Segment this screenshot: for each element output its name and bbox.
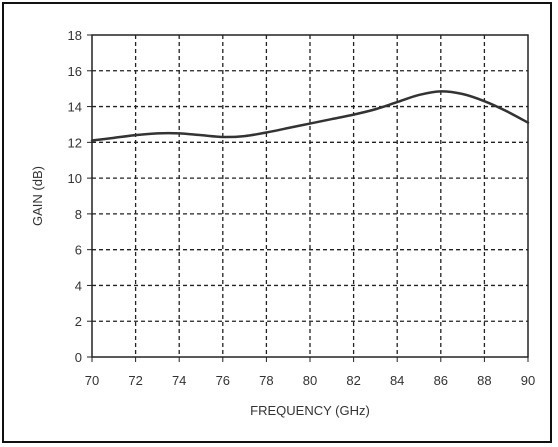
x-axis-label: FREQUENCY (GHz)	[250, 403, 370, 418]
x-tick-label: 84	[390, 373, 404, 388]
y-tick-label: 2	[75, 314, 82, 329]
x-tick-label: 82	[346, 373, 360, 388]
y-tick-label: 10	[68, 171, 82, 186]
tick-labels: 70 72 74 76 78 80 82 84 86 88 90 0 2 4 6 8 10 12 14 16 18	[68, 28, 536, 388]
y-tick-label: 0	[75, 350, 82, 365]
y-axis-label: GAIN (dB)	[30, 166, 45, 226]
y-tick-label: 6	[75, 243, 82, 258]
gain-series-line	[90, 90, 530, 142]
x-tick-label: 90	[521, 373, 535, 388]
y-tick-label: 12	[68, 135, 82, 150]
series-layer	[90, 90, 530, 142]
x-tick-label: 74	[172, 373, 186, 388]
x-tick-label: 86	[434, 373, 448, 388]
grid-lines	[92, 35, 528, 357]
x-tick-label: 78	[259, 373, 273, 388]
x-tick-label: 72	[128, 373, 142, 388]
chart-frame	[2, 2, 552, 443]
x-tick-label: 80	[303, 373, 317, 388]
x-tick-label: 70	[85, 373, 99, 388]
y-tick-label: 18	[68, 28, 82, 43]
x-tick-label: 76	[216, 373, 230, 388]
x-tick-label: 88	[477, 373, 491, 388]
y-tick-label: 8	[75, 207, 82, 222]
y-tick-label: 16	[68, 64, 82, 79]
axis-ticks	[87, 34, 529, 362]
y-tick-label: 14	[68, 100, 82, 115]
y-tick-label: 4	[75, 278, 82, 293]
